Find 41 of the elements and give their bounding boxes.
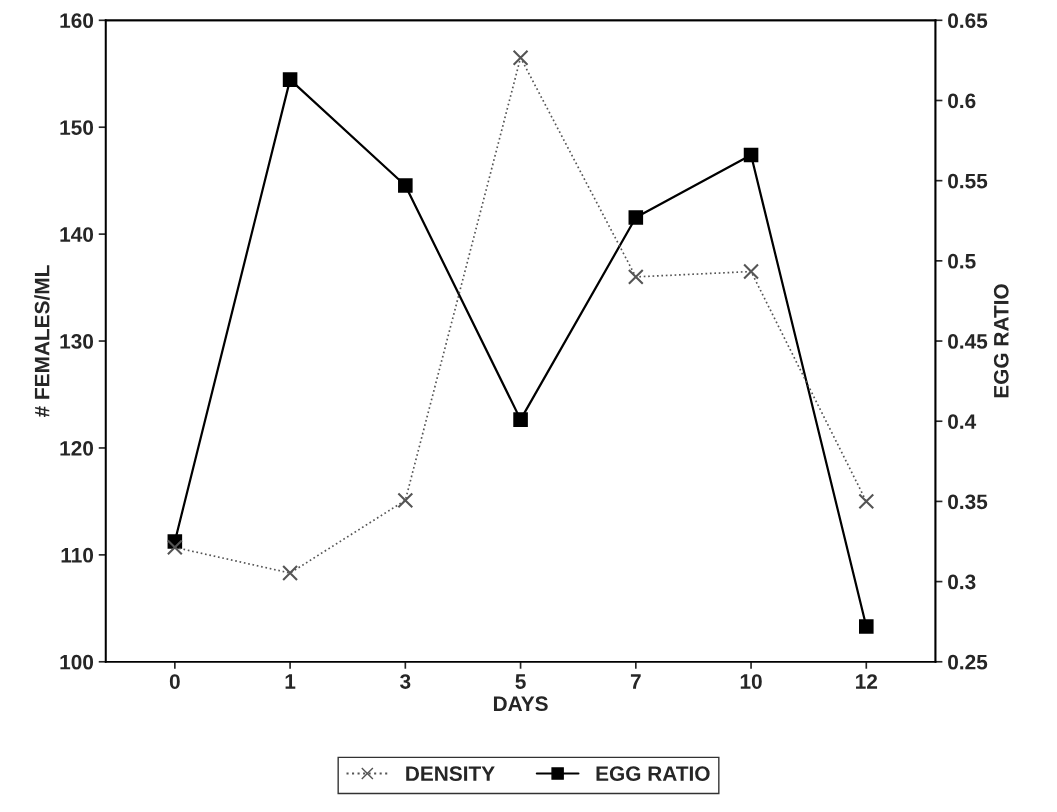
- point: [513, 412, 528, 427]
- y-axis-title: # FEMALES/ML: [34, 265, 50, 418]
- point: [282, 565, 299, 582]
- y2-tick-label: 0.5: [948, 253, 976, 269]
- y2-tick-label: 0.25: [948, 654, 988, 670]
- x-tick-label: 7: [630, 674, 641, 689]
- point: [859, 619, 874, 634]
- point: [858, 493, 875, 510]
- y-tick-label: 130: [60, 334, 94, 349]
- point: [398, 178, 413, 193]
- y-tick-label: 150: [60, 120, 94, 135]
- y-tick-label: 110: [61, 547, 94, 563]
- point: [628, 210, 644, 225]
- x-tick-label: 5: [515, 674, 526, 689]
- legend-label: EGG RATIO: [596, 766, 710, 782]
- y2-tick-label: 0.65: [948, 13, 988, 29]
- y-tick-label: 140: [60, 227, 94, 242]
- x-tick-label: 10: [740, 674, 762, 689]
- point: [166, 539, 183, 556]
- y2-tick-label: 0.4: [948, 414, 977, 429]
- point: [512, 49, 529, 66]
- point: [282, 72, 298, 87]
- point: [743, 147, 759, 163]
- legend-label: DENSITY: [406, 766, 495, 782]
- y2-tick-label: 0.3: [948, 574, 976, 590]
- y2-tick-label: 0.45: [948, 334, 988, 349]
- x-tick-label: 1: [285, 674, 296, 689]
- x-tick-label: 3: [400, 674, 411, 689]
- y2-tick-label: 0.6: [948, 93, 976, 109]
- y2-tick-label: 0.35: [948, 494, 988, 510]
- point: [397, 492, 414, 509]
- y2-tick-label: 0.55: [948, 173, 988, 189]
- y2-axis-title: EGG RATIO: [993, 284, 1009, 398]
- x-tick-label: 0: [169, 674, 180, 689]
- y-tick-label: 160: [60, 13, 94, 29]
- point: [743, 263, 760, 280]
- y-tick-label: 100: [60, 654, 94, 670]
- y-tick-label: 120: [60, 440, 94, 456]
- point: [627, 268, 644, 285]
- x-axis-title: DAYS: [493, 696, 548, 712]
- x-tick-label: 12: [856, 674, 878, 689]
